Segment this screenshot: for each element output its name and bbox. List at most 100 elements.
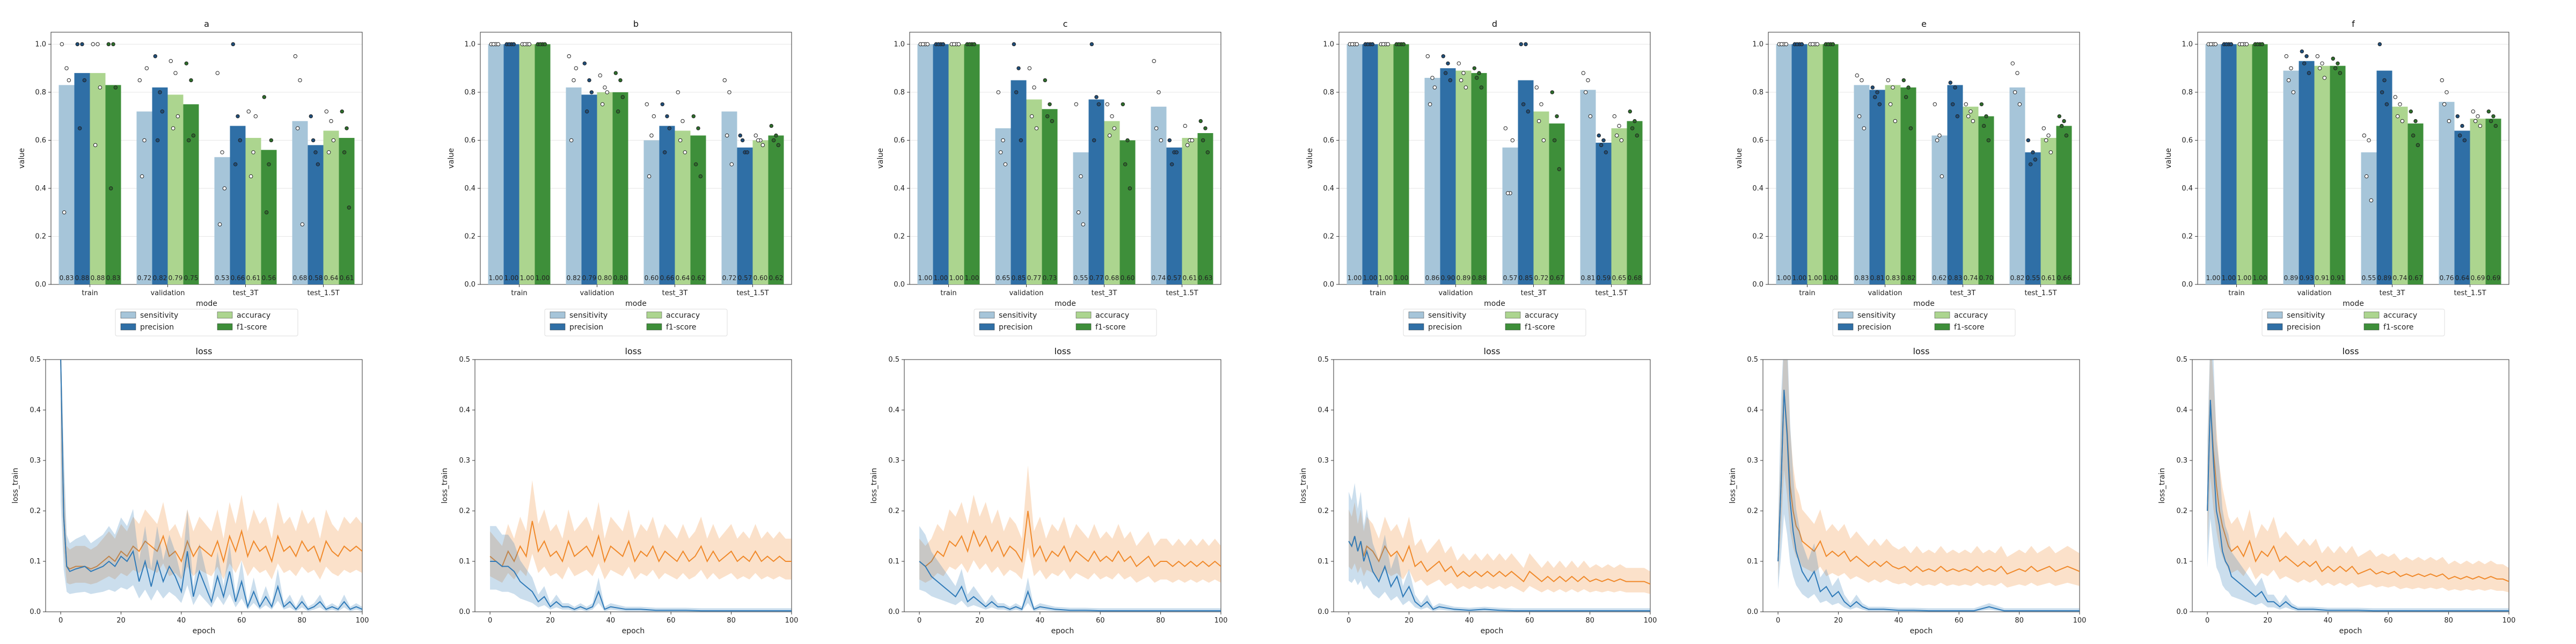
bar [2376, 70, 2392, 284]
data-point [1886, 78, 1891, 83]
y-tick-label: 0.1 [459, 558, 470, 566]
data-point [1110, 114, 1114, 119]
data-point [80, 42, 84, 47]
data-point [108, 186, 113, 191]
data-point [238, 138, 243, 143]
legend-entry: sensitivity [999, 311, 1037, 320]
confidence-band [2207, 360, 2509, 612]
x-tick-label: train [1799, 289, 1815, 297]
data-point [347, 206, 352, 210]
data-point [2208, 42, 2213, 47]
bar-value-label: 1.00 [2206, 274, 2221, 282]
bar-value-label: 0.56 [262, 274, 276, 282]
bar [519, 44, 535, 284]
bar [1455, 70, 1472, 284]
x-tick-label: 20 [2263, 617, 2272, 625]
data-point [155, 138, 160, 143]
data-point [1185, 143, 1190, 148]
legend-frame [1403, 309, 1586, 336]
data-point [1810, 42, 1815, 47]
loss-line [1348, 536, 1650, 585]
x-tick-label: 20 [546, 617, 555, 625]
x-axis-label: epoch [1481, 627, 1504, 635]
confidence-band [919, 465, 1221, 583]
data-point [1966, 114, 1971, 119]
bar-value-label: 0.83 [60, 274, 74, 282]
data-point [2322, 76, 2327, 80]
data-point [298, 78, 302, 83]
data-point [952, 42, 956, 47]
data-point [2260, 42, 2265, 47]
data-point [1893, 119, 1898, 123]
data-point [1619, 138, 1624, 143]
x-tick-label: 80 [727, 617, 736, 625]
data-point [82, 78, 87, 83]
bar [323, 130, 339, 284]
data-point [1904, 95, 1908, 99]
data-point [774, 133, 778, 138]
bar-value-label: 0.85 [1012, 274, 1026, 282]
data-point [246, 109, 251, 114]
y-tick-label: 0.3 [888, 457, 899, 465]
bar [2439, 101, 2455, 285]
data-point [603, 85, 607, 90]
x-tick-label: 40 [1894, 617, 1904, 625]
data-point [1159, 138, 1163, 143]
data-point [1510, 138, 1515, 143]
x-axis-label: mode [1484, 299, 1505, 308]
x-tick-label: 40 [177, 617, 186, 625]
data-point [1428, 102, 1432, 106]
y-tick-label: 0.1 [1747, 558, 1758, 566]
data-point [293, 54, 297, 58]
chart-title: e [1921, 19, 1927, 29]
bar [292, 121, 308, 284]
data-point [1089, 42, 1094, 47]
y-tick-label: 0.0 [1323, 281, 1334, 289]
bar-value-label: 0.66 [660, 274, 675, 282]
data-point [1463, 85, 1468, 90]
bar-value-label: 0.55 [1074, 274, 1088, 282]
x-tick-label: test_3T [1092, 289, 1117, 297]
bar-value-label: 0.75 [184, 274, 199, 282]
y-tick-label: 0.2 [1318, 507, 1329, 515]
data-point [331, 138, 336, 143]
data-point [925, 42, 930, 47]
bar [183, 104, 199, 285]
x-tick-label: train [82, 289, 98, 297]
plot-frame [904, 359, 1221, 612]
data-point [1048, 102, 1052, 106]
data-point [996, 90, 1001, 94]
bar-value-label: 1.00 [1348, 274, 1362, 282]
legend-entry: f1-score [1954, 323, 1985, 332]
bar [2330, 65, 2346, 285]
data-point [1826, 42, 1831, 47]
bar-value-label: 0.63 [1198, 274, 1213, 282]
data-point [1381, 42, 1386, 47]
data-point [1536, 119, 1541, 123]
data-point [1935, 138, 1940, 143]
data-point [153, 54, 157, 58]
bar [2221, 44, 2237, 284]
data-point [665, 114, 669, 119]
y-axis-label: loss_train [1299, 468, 1308, 504]
loss-line [919, 561, 1221, 612]
x-tick-label: test_1.5T [307, 289, 339, 297]
loss-line [489, 521, 792, 568]
data-point [2017, 102, 2022, 106]
data-point [311, 138, 316, 143]
bar-value-label: 0.73 [1043, 274, 1057, 282]
bar [1791, 44, 1807, 284]
y-tick-label: 0.8 [1752, 89, 1763, 97]
data-point [1167, 138, 1172, 143]
data-point [1012, 42, 1016, 47]
data-point [186, 138, 191, 143]
data-point [2229, 42, 2234, 47]
bar [1471, 73, 1487, 284]
bar-value-label: 0.79 [582, 274, 597, 282]
bar-value-label: 0.57 [1503, 274, 1518, 282]
data-point [217, 222, 222, 226]
x-tick-label: 0 [2205, 617, 2209, 625]
data-point [169, 59, 173, 63]
data-point [1443, 71, 1448, 75]
